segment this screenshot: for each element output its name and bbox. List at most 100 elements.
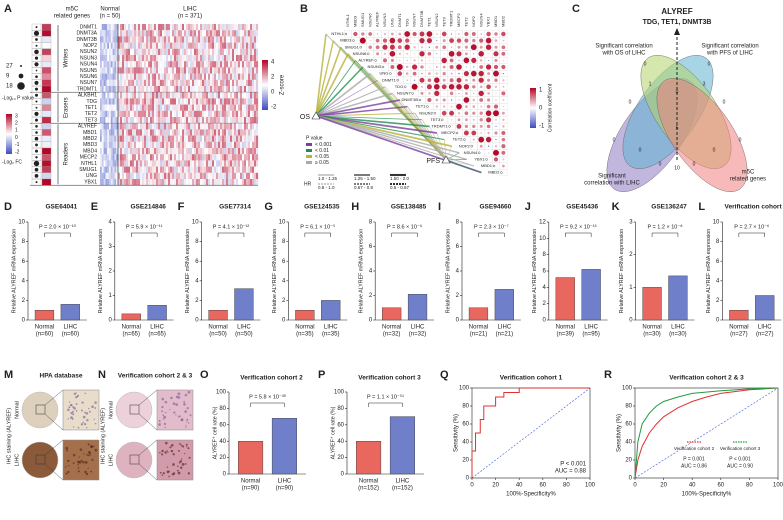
- heatmap-cell: [202, 172, 205, 180]
- heatmap-cell: [130, 86, 133, 93]
- heatmap-cell: [120, 92, 123, 99]
- heatmap-cell: [168, 67, 171, 74]
- heatmap-cell: [176, 55, 179, 62]
- heatmap-cell: [150, 179, 153, 186]
- cell-nucleus: [65, 472, 68, 475]
- heatmap-cell: [103, 61, 106, 68]
- heatmap-cell: [220, 67, 223, 74]
- heatmap-cell: [186, 135, 189, 142]
- heatmap-cell: [166, 135, 169, 142]
- cell-nucleus: [93, 445, 95, 448]
- heatmap-cell: [126, 110, 129, 118]
- heatmap-cell: [188, 135, 191, 142]
- top-gene: TET3: [441, 16, 446, 27]
- heatmap-cell: [148, 73, 151, 80]
- heatmap-cell: [142, 79, 145, 87]
- heatmap-cell: [120, 61, 123, 68]
- heatmap-cell: [152, 67, 155, 74]
- heatmap-cell: [204, 86, 207, 93]
- heatmap-cell: [107, 166, 110, 173]
- chart-title: GSE64041: [45, 204, 77, 211]
- fc-cell: [41, 172, 52, 180]
- heatmap-cell: [212, 148, 215, 155]
- heatmap-cell: [146, 61, 149, 68]
- heatmap-cell: [170, 179, 173, 186]
- corr-dot: [426, 38, 432, 44]
- heatmap-cell: [142, 166, 145, 173]
- corr-dot: [451, 46, 453, 48]
- corr-dot: [449, 78, 454, 83]
- fc-cell: [41, 98, 52, 105]
- corr-dot: [435, 59, 438, 62]
- cell-nucleus: [187, 447, 190, 450]
- heatmap-cell: [186, 104, 189, 111]
- heatmap-cell: [182, 104, 185, 111]
- heatmap-cell: [222, 141, 225, 149]
- heatmap-cell: [146, 92, 149, 99]
- heatmap-cell: [208, 42, 211, 49]
- n-label: (n=90): [276, 486, 294, 492]
- y-tick-label: 40: [219, 439, 226, 445]
- corr-dot: [435, 45, 439, 49]
- heatmap-cell: [168, 92, 171, 99]
- corr-dot: [449, 64, 454, 70]
- heatmap-cell: [172, 42, 175, 49]
- heatmap-cell: [234, 172, 237, 180]
- heatmap-cell: [214, 179, 217, 186]
- heatmap-cell: [136, 179, 139, 186]
- heatmap-cell: [109, 36, 111, 43]
- heatmap-cell: [254, 141, 257, 149]
- pfs-link: [445, 159, 475, 167]
- n-label: (n=50): [235, 332, 253, 338]
- cell-nucleus: [80, 459, 83, 462]
- heatmap-cell: [214, 129, 217, 136]
- heatmap-cell: [220, 36, 223, 43]
- heatmap-cell: [220, 24, 223, 31]
- heatmap-cell: [222, 48, 225, 56]
- heatmap-cell: [218, 98, 221, 105]
- heatmap-cell: [248, 123, 251, 130]
- heatmap-cell: [152, 117, 155, 124]
- corr-dot: [502, 85, 505, 88]
- heatmap-cell: [144, 141, 147, 149]
- heatmap-cell: [176, 172, 179, 180]
- heatmap-cell: [103, 129, 106, 136]
- heatmap-cell: [148, 154, 151, 161]
- heatmap-cell: [198, 135, 201, 142]
- corr-dot: [441, 110, 447, 116]
- heatmap-cell: [112, 172, 115, 180]
- cell-nucleus: [77, 394, 80, 397]
- heatmap-cell: [236, 55, 239, 62]
- heatmap-cell: [224, 30, 227, 37]
- corr-dot: [428, 46, 431, 48]
- heatmap-cell: [100, 148, 102, 155]
- heatmap-cell: [128, 98, 131, 105]
- heatmap-cell: [176, 154, 179, 161]
- heatmap-cell: [100, 48, 102, 56]
- heatmap-cell: [103, 110, 106, 118]
- heatmap-cell: [244, 160, 247, 167]
- heatmap-cell: [105, 135, 108, 142]
- category-label: LIHC: [671, 325, 685, 331]
- corr-dot: [368, 32, 373, 36]
- heatmap-cell: [168, 110, 171, 118]
- heatmap-cell: [172, 86, 175, 93]
- heatmap-cell: [226, 154, 229, 161]
- heatmap-cell: [252, 30, 255, 37]
- corr-dot: [479, 45, 483, 49]
- corr-dot: [412, 71, 417, 76]
- heatmap-cell: [232, 148, 235, 155]
- heatmap-cell: [154, 24, 157, 31]
- heatmap-cell: [184, 73, 187, 80]
- corr-dot: [411, 83, 418, 90]
- heatmap-cell: [176, 48, 179, 56]
- heatmap-cell: [244, 117, 247, 124]
- heatmap-cell: [198, 172, 201, 180]
- heatmap-cell: [107, 141, 110, 149]
- fc-tick: -1: [15, 142, 20, 148]
- cell-nucleus: [87, 443, 90, 446]
- zoom-link: [44, 389, 64, 406]
- heatmap-cell: [118, 79, 121, 87]
- heatmap-cell: [188, 73, 191, 80]
- heatmap-cell: [190, 104, 193, 111]
